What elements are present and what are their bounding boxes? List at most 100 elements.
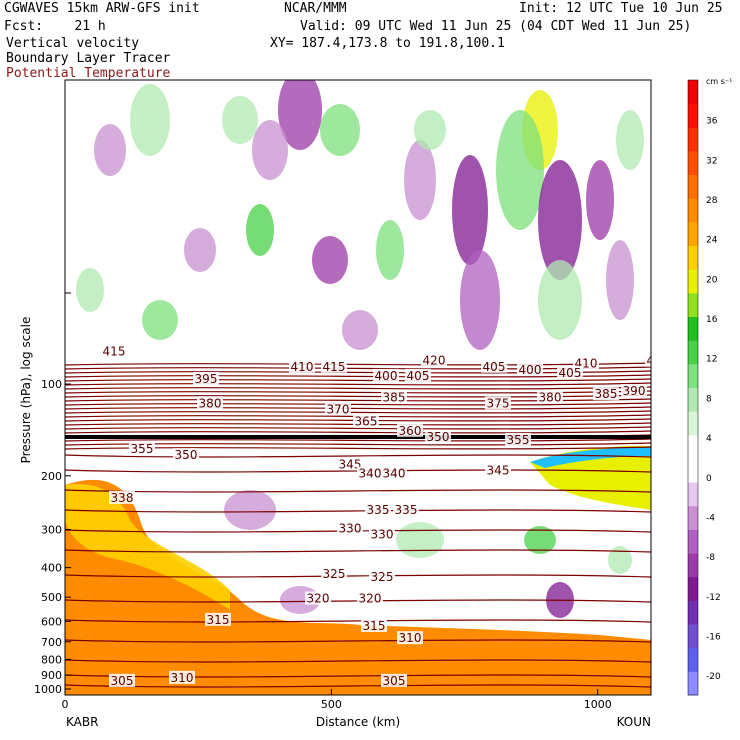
contour-label: 345 <box>487 463 510 477</box>
colorbar-tick-label: 28 <box>706 196 718 206</box>
contour-label-bg <box>325 402 351 416</box>
contour-label-bg <box>169 670 195 684</box>
contour-label-bg <box>289 359 315 373</box>
contour-label-bg <box>305 591 331 605</box>
colorbar-swatch <box>688 316 698 341</box>
velocity-blob <box>404 140 436 220</box>
contour-label-bg <box>357 591 383 605</box>
contour-label: 350 <box>175 448 198 462</box>
header-org: NCAR/MMM <box>284 1 347 16</box>
contour-label-bg <box>405 368 431 382</box>
contour-label-bg <box>481 359 507 373</box>
colorbar-swatch <box>688 363 698 388</box>
y-tick-label: 600 <box>41 615 62 628</box>
contour-label-bg <box>353 414 379 428</box>
contour-label: 325 <box>371 570 394 584</box>
endpoint-left: KABR <box>66 715 98 729</box>
header-fcst: Fcst: 21 h <box>4 19 106 34</box>
contour-label-bg <box>485 396 511 410</box>
contour-label: 320 <box>307 592 330 606</box>
contour-label-bg <box>397 423 423 437</box>
contour-label: 395 <box>195 372 218 386</box>
contour-label: 325 <box>323 567 346 581</box>
velocity-blob <box>246 204 274 256</box>
theta-contour <box>65 422 651 426</box>
theta-contour <box>65 426 651 430</box>
contour-label: 338 <box>111 491 134 505</box>
colorbar-swatch <box>688 103 698 128</box>
contour-label-bg <box>421 353 447 367</box>
contour-label-bg <box>665 372 691 385</box>
velocity-blob <box>278 80 322 150</box>
contour-label-bg <box>397 631 423 645</box>
theta-contour <box>65 469 651 473</box>
colorbar-tick-label: 4 <box>706 434 712 444</box>
theta-contour <box>65 378 651 382</box>
colorbar-tick-label: -4 <box>706 513 715 523</box>
contour-label-bg <box>485 463 511 477</box>
x-tick-label: 1000 <box>584 698 612 711</box>
theta-contour <box>65 454 651 458</box>
contour-label: 315 <box>207 613 230 627</box>
velocity-blob <box>184 228 216 272</box>
velocity-blob <box>342 310 378 350</box>
contour-label: 315 <box>363 619 386 633</box>
velocity-blob <box>452 155 488 265</box>
colorbar-tick-label: -20 <box>706 672 721 682</box>
theta-contour <box>65 406 651 410</box>
velocity-blob <box>76 268 104 312</box>
tracer-yellow <box>65 484 230 610</box>
velocity-blob <box>320 104 360 156</box>
colorbar-tick-label: 24 <box>706 236 718 246</box>
theta-contour <box>65 410 651 414</box>
theta-contour <box>65 430 651 434</box>
y-axis-label: Pressure (hPa), log scale <box>19 317 33 464</box>
theta-contour <box>65 386 651 390</box>
y-tick-label: 100 <box>41 378 62 391</box>
contour-label-bg <box>557 365 583 379</box>
contour-label: 350 <box>427 430 450 444</box>
contour-label: 305 <box>111 674 134 688</box>
theta-contour <box>65 684 651 688</box>
contour-label-bg <box>129 442 155 456</box>
header-init: Init: 12 UTC Tue 10 Jun 25 <box>519 1 723 16</box>
endpoint-right: KOUN <box>617 715 651 729</box>
contour-label: 330 <box>339 521 362 535</box>
contour-label-bg <box>537 390 563 404</box>
theta-contour <box>65 489 651 493</box>
colorbar-swatch <box>688 671 698 696</box>
contour-label: 310 <box>399 631 422 645</box>
contour-label: 305 <box>383 674 406 688</box>
y-tick-label: 800 <box>41 653 62 666</box>
colorbar-tick-label: 36 <box>706 117 718 127</box>
velocity-blob <box>312 236 348 284</box>
velocity-blob <box>252 120 288 180</box>
contour-label: 400 <box>519 363 542 377</box>
contour-label: 415 <box>323 360 346 374</box>
colorbar-swatch <box>688 624 698 649</box>
colorbar-swatch <box>688 553 698 578</box>
contour-label: 415 <box>647 354 670 368</box>
velocity-blob <box>616 110 644 170</box>
colorbar-swatch <box>688 411 698 436</box>
theta-contour <box>65 549 651 553</box>
y-tick-label: 300 <box>41 524 62 537</box>
contour-label-bg <box>337 457 363 471</box>
theta-contour <box>65 599 651 603</box>
velocity-blob <box>130 84 170 156</box>
colorbar-swatch <box>688 576 698 601</box>
contour-label: 330 <box>371 528 394 542</box>
contour-label-bg <box>653 427 679 440</box>
x-tick-label: 0 <box>62 698 69 711</box>
contour-label-bg <box>517 362 543 376</box>
theta-contour <box>65 659 651 663</box>
contour-label: 375 <box>487 396 510 410</box>
y-tick-label: 200 <box>41 470 62 483</box>
contour-label: 390 <box>623 384 646 398</box>
velocity-blob <box>606 240 634 320</box>
theta-contour <box>65 619 651 623</box>
theta-contour <box>65 394 651 398</box>
theta-contour <box>65 574 651 578</box>
contour-label-bg <box>197 396 223 410</box>
velocity-blob <box>524 526 556 554</box>
